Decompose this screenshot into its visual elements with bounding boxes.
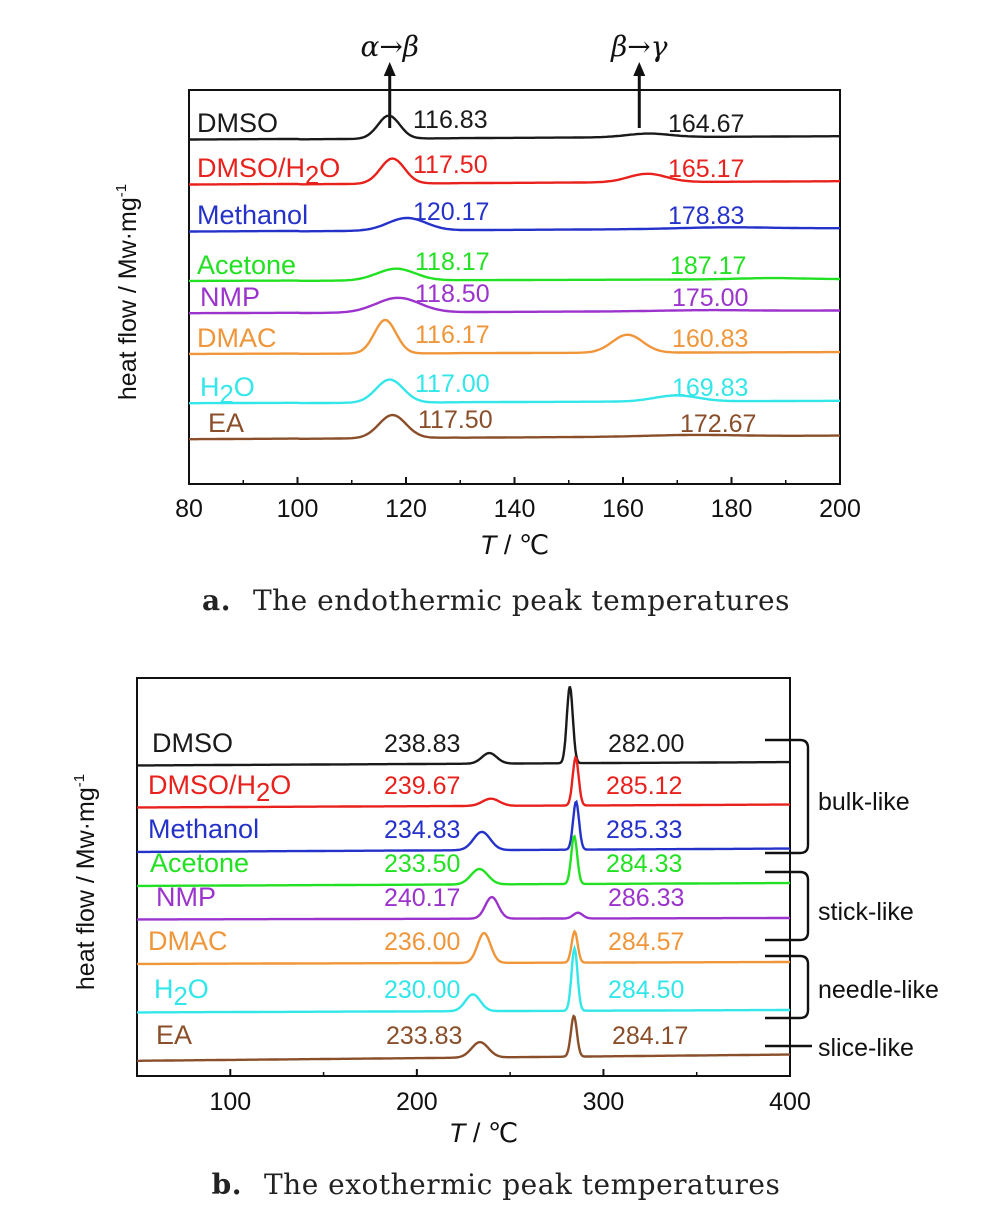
peak2-label-b-4: 286.33 — [608, 884, 684, 912]
bracket-stick-like — [765, 870, 810, 942]
caption-b-text: The exothermic peak temperatures — [263, 1168, 781, 1201]
transition-arrowhead-1 — [633, 62, 646, 76]
series-line-b-1 — [137, 755, 790, 809]
series-name-b-5: DMAC — [148, 926, 228, 956]
series-line-b-5 — [137, 929, 790, 966]
transition-label-1: β→γ — [610, 30, 668, 63]
peak2-label-a-3: 187.17 — [670, 252, 746, 280]
series-line-a-2 — [189, 216, 840, 233]
series-line-b-3 — [137, 834, 790, 888]
series-line-b-7 — [137, 1014, 790, 1062]
series-line-a-5 — [189, 318, 840, 356]
x-tick-label-b-200: 200 — [396, 1088, 438, 1116]
exothermic-chart: 100 200 300 400 T / ℃ heat flow / Mw·mg-1 DMSO… — [71, 677, 939, 1148]
group-label-bulk-like: bulk-like — [818, 788, 910, 816]
series-line-b-2 — [137, 799, 790, 854]
caption-a-text: The endothermic peak temperatures — [252, 584, 790, 617]
peak2-label-b-1: 285.12 — [606, 772, 682, 800]
peak1-label-a-7: 117.50 — [418, 406, 493, 434]
series-name-a-5: DMAC — [197, 323, 277, 353]
series-name-a-0: DMSO — [197, 108, 278, 138]
peak1-label-b-7: 233.83 — [386, 1022, 462, 1050]
x-tick-label-a-180: 180 — [711, 495, 753, 523]
x-tick-label-a-80: 80 — [175, 495, 203, 523]
x-tick-label-a-100: 100 — [277, 495, 319, 523]
series-name-b-0: DMSO — [152, 728, 233, 758]
peak1-label-b-6: 230.00 — [384, 976, 460, 1004]
peak2-label-b-5: 284.57 — [608, 928, 684, 956]
peak2-label-b-3: 284.33 — [606, 850, 682, 878]
x-axis-label-b: T / ℃ — [449, 1118, 518, 1148]
group-label-slice-like: slice-like — [818, 1034, 914, 1062]
peak1-label-a-2: 120.17 — [413, 198, 489, 226]
peak1-label-a-4: 118.50 — [415, 280, 490, 308]
plot-frame-b — [136, 677, 791, 1077]
series-line-a-3 — [189, 267, 840, 283]
peak2-label-a-7: 172.67 — [680, 410, 756, 438]
peak1-label-b-1: 239.67 — [384, 772, 460, 800]
series-name-b-4: NMP — [156, 882, 216, 912]
x-tick-label-b-300: 300 — [583, 1088, 625, 1116]
y-axis-label-a: heat flow / Mw·mg-1 — [113, 184, 142, 400]
series-line-b-0 — [137, 686, 790, 767]
caption-b-letter: b. — [211, 1168, 242, 1201]
caption-b: b. The exothermic peak temperatures — [0, 1168, 992, 1201]
peak2-label-b-2: 285.33 — [606, 816, 682, 844]
series-name-a-2: Methanol — [197, 200, 308, 230]
peak2-label-b-7: 284.17 — [612, 1022, 688, 1050]
x-tick-label-a-160: 160 — [602, 495, 644, 523]
series-name-b-6: H2O — [154, 974, 209, 1011]
peak1-label-a-6: 117.00 — [415, 370, 490, 398]
series-name-a-6: H2O — [200, 372, 255, 409]
series-name-a-4: NMP — [200, 282, 260, 312]
group-label-needle-like: needle-like — [818, 976, 939, 1004]
peak2-label-a-4: 175.00 — [672, 284, 748, 312]
series-name-a-3: Acetone — [197, 250, 296, 280]
y-axis-label-b: heat flow / Mw·mg-1 — [71, 774, 100, 990]
series-line-a-4 — [189, 296, 840, 315]
peak2-label-b-6: 284.50 — [608, 976, 684, 1004]
peak2-label-a-2: 178.83 — [668, 202, 744, 230]
series-line-b-6 — [137, 944, 790, 1014]
caption-a: a. The endothermic peak temperatures — [0, 584, 992, 617]
x-tick-label-a-140: 140 — [494, 495, 536, 523]
peak1-label-b-4: 240.17 — [384, 884, 460, 912]
peak1-label-a-3: 118.17 — [415, 248, 490, 276]
transition-label-0: α→β — [360, 30, 419, 63]
peak1-label-b-5: 236.00 — [384, 928, 460, 956]
caption-a-letter: a. — [202, 584, 231, 617]
x-tick-label-a-200: 200 — [819, 495, 861, 523]
peak1-label-a-0: 116.83 — [413, 106, 488, 134]
series-name-b-3: Acetone — [150, 848, 249, 878]
x-axis-label-a: T / ℃ — [480, 530, 549, 560]
peak2-label-a-5: 160.83 — [672, 325, 748, 353]
series-name-b-7: EA — [156, 1020, 192, 1050]
transition-arrowhead-0 — [383, 62, 396, 76]
series-name-a-7: EA — [208, 408, 244, 438]
series-line-a-7 — [189, 413, 840, 441]
peak2-label-a-1: 165.17 — [668, 155, 744, 183]
group-label-stick-like: stick-like — [818, 898, 914, 926]
peak2-label-a-6: 169.83 — [672, 374, 748, 402]
x-tick-label-b-400: 400 — [769, 1088, 811, 1116]
peak2-label-b-0: 282.00 — [608, 730, 684, 758]
series-name-b-1: DMSO/H2O — [148, 770, 291, 807]
series-line-a-6 — [189, 378, 840, 405]
peak1-label-b-3: 233.50 — [384, 850, 460, 878]
series-line-a-1 — [189, 157, 840, 186]
x-tick-label-a-120: 120 — [385, 495, 427, 523]
series-line-a-0 — [189, 114, 840, 141]
x-tick-label-b-100: 100 — [209, 1088, 251, 1116]
series-name-b-2: Methanol — [148, 814, 259, 844]
peak1-label-a-1: 117.50 — [413, 151, 488, 179]
series-line-b-4 — [137, 895, 790, 921]
endothermic-chart: 80 100 120 140 160 180 200 T / ℃ heat flow / Mw·… — [113, 30, 861, 560]
series-name-a-1: DMSO/H2O — [197, 153, 340, 190]
bracket-bulk-like — [765, 738, 810, 855]
peak1-label-b-2: 234.83 — [384, 816, 460, 844]
peak1-label-a-5: 116.17 — [415, 321, 490, 349]
peak2-label-a-0: 164.67 — [668, 110, 744, 138]
bracket-needle-like — [765, 954, 810, 1020]
peak1-label-b-0: 238.83 — [384, 730, 460, 758]
